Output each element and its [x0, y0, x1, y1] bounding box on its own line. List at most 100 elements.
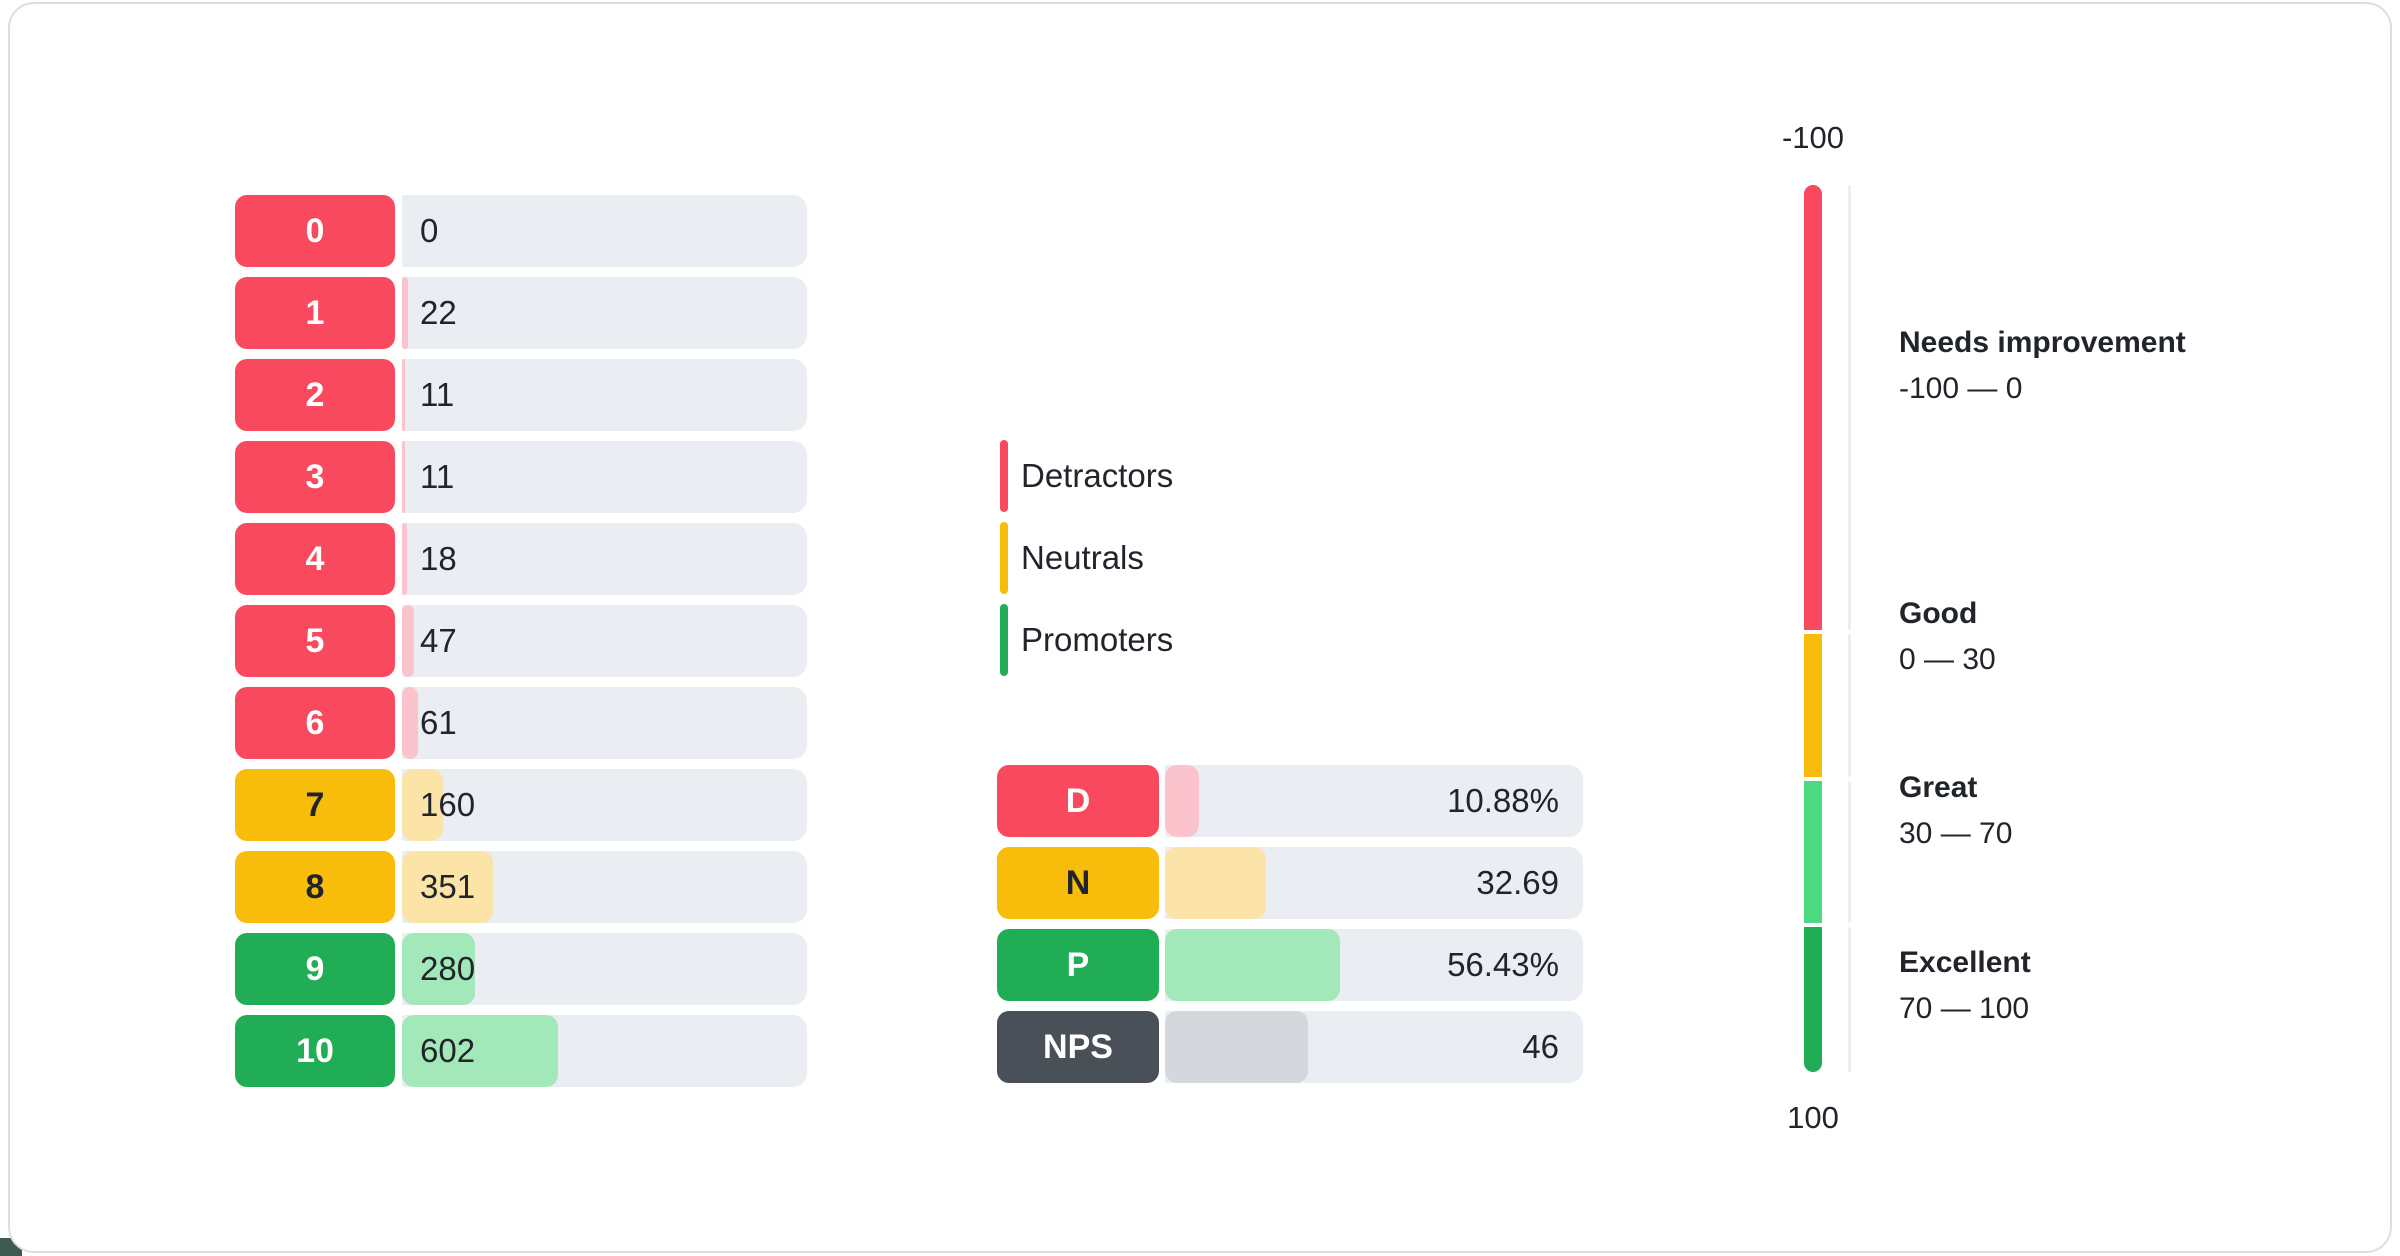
score-count: 61 — [420, 704, 457, 741]
promoters-chip: P — [997, 929, 1159, 1001]
gauge-track-segment — [1848, 634, 1851, 777]
gauge-track-line — [1848, 185, 1851, 1072]
summary-row-neutrals: N 32.69 — [997, 847, 1583, 919]
gauge-segment-great — [1804, 781, 1822, 923]
neutrals-chip: N — [997, 847, 1159, 919]
summary-bar-track: 46 — [1165, 1011, 1583, 1083]
score-button-0: 0 — [235, 195, 395, 267]
score-button-4: 4 — [235, 523, 395, 595]
legend-item-detractors: Detractors — [1000, 440, 1173, 512]
gauge-zone-labels: Needs improvement -100 — 0 Good 0 — 30 G… — [1899, 185, 2400, 1072]
score-bar-track: 0 — [402, 195, 807, 267]
neutrals-swatch-icon — [1000, 522, 1008, 594]
score-bar-track: 18 — [402, 523, 807, 595]
score-bar-track: 280 — [402, 933, 807, 1005]
score-row: 1 22 — [235, 277, 807, 349]
zone-title: Excellent — [1899, 946, 2031, 979]
detractors-value: 10.88% — [1447, 782, 1559, 819]
score-button-2: 2 — [235, 359, 395, 431]
score-count: 0 — [420, 212, 439, 249]
summary-bar — [1165, 1011, 1308, 1083]
score-count: 18 — [420, 540, 457, 577]
zone-label-good: Good 0 — 30 — [1899, 551, 2400, 722]
nps-value: 46 — [1522, 1028, 1559, 1065]
score-bar-track: 47 — [402, 605, 807, 677]
legend-item-promoters: Promoters — [1000, 604, 1173, 676]
gauge-track-segment — [1848, 927, 1851, 1072]
score-bar — [402, 523, 407, 595]
score-bar — [402, 359, 405, 431]
score-button-9: 9 — [235, 933, 395, 1005]
score-count: 47 — [420, 622, 457, 659]
score-bar — [402, 769, 443, 841]
nps-dashboard-card: 0 0 1 22 2 11 3 — [8, 2, 2392, 1253]
zone-range: 30 — 70 — [1899, 816, 2013, 850]
score-count: 602 — [420, 1032, 476, 1069]
legend: Detractors Neutrals Promoters — [1000, 440, 1173, 676]
nps-gauge-bar — [1804, 185, 1822, 1072]
zone-range: -100 — 0 — [1899, 372, 2023, 406]
summary-row-detractors: D 10.88% — [997, 765, 1583, 837]
detractors-chip: D — [997, 765, 1159, 837]
score-row: 3 11 — [235, 441, 807, 513]
summary-bar-track: 56.43% — [1165, 929, 1583, 1001]
neutrals-value: 32.69 — [1476, 864, 1559, 901]
score-bar — [402, 441, 405, 513]
summary-bar — [1165, 847, 1266, 919]
zone-label-great: Great 30 — 70 — [1899, 726, 2400, 896]
gauge-track-segment — [1848, 781, 1851, 923]
score-bar-track: 11 — [402, 441, 807, 513]
score-button-7: 7 — [235, 769, 395, 841]
summary-row-promoters: P 56.43% — [997, 929, 1583, 1001]
score-count: 160 — [420, 786, 476, 823]
nps-chip: NPS — [997, 1011, 1159, 1083]
score-button-3: 3 — [235, 441, 395, 513]
score-distribution-chart: 0 0 1 22 2 11 3 — [235, 195, 807, 1087]
gauge-segment-excellent — [1804, 927, 1822, 1072]
score-row: 4 18 — [235, 523, 807, 595]
score-bar-track: 61 — [402, 687, 807, 759]
score-count: 11 — [420, 376, 455, 413]
legend-label: Neutrals — [1021, 539, 1144, 576]
score-bar — [402, 851, 493, 923]
score-row: 8 351 — [235, 851, 807, 923]
zone-title: Good — [1899, 596, 1978, 630]
zone-label-needs-improvement: Needs improvement -100 — 0 — [1899, 185, 2400, 547]
summary-bar-track: 32.69 — [1165, 847, 1583, 919]
zone-label-excellent: Excellent 70 — 100 — [1899, 900, 2400, 1072]
score-row: 10 602 — [235, 1015, 807, 1087]
score-bar-track: 351 — [402, 851, 807, 923]
score-button-6: 6 — [235, 687, 395, 759]
score-row: 6 61 — [235, 687, 807, 759]
score-button-10: 10 — [235, 1015, 395, 1087]
zone-range: 70 — 100 — [1899, 992, 2030, 1025]
nps-summary-chart: D 10.88% N 32.69 P 56.43% — [997, 765, 1583, 1083]
gauge-max-label: 100 — [1787, 1100, 1839, 1135]
score-button-1: 1 — [235, 277, 395, 349]
score-row: 2 11 — [235, 359, 807, 431]
gauge-segment-needs-improvement — [1804, 185, 1822, 630]
score-count: 11 — [420, 458, 455, 495]
score-button-5: 5 — [235, 605, 395, 677]
summary-row-nps: NPS 46 — [997, 1011, 1583, 1083]
score-count: 351 — [420, 868, 476, 905]
score-bar — [402, 687, 418, 759]
score-row: 5 47 — [235, 605, 807, 677]
promoters-value: 56.43% — [1447, 946, 1559, 983]
legend-item-neutrals: Neutrals — [1000, 522, 1173, 594]
zone-title: Great — [1899, 770, 1978, 804]
zone-title: Needs improvement — [1899, 326, 2186, 360]
legend-label: Promoters — [1021, 621, 1174, 658]
score-row: 9 280 — [235, 933, 807, 1005]
score-count: 22 — [420, 294, 457, 331]
score-bar-track: 160 — [402, 769, 807, 841]
score-count: 280 — [420, 950, 476, 987]
detractors-swatch-icon — [1000, 440, 1008, 512]
score-bar — [402, 605, 414, 677]
summary-bar — [1165, 765, 1199, 837]
score-bar — [402, 933, 475, 1005]
promoters-swatch-icon — [1000, 604, 1008, 676]
summary-bar — [1165, 929, 1340, 1001]
score-bar-track: 602 — [402, 1015, 807, 1087]
gauge-track-segment — [1848, 185, 1851, 630]
